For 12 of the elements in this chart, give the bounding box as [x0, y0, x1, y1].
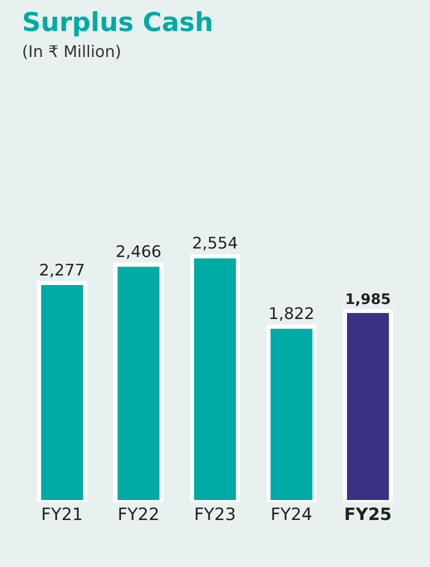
- data-label: 2,277: [39, 260, 85, 280]
- x-tick-label: FY22: [118, 505, 160, 525]
- chart-title: Surplus Cash: [22, 8, 214, 38]
- data-label: 2,466: [116, 242, 162, 262]
- x-tick-label: FY21: [41, 505, 83, 525]
- data-label: 1,985: [345, 292, 391, 308]
- data-label: 2,554: [192, 234, 238, 253]
- x-tick-label: FY23: [194, 505, 236, 525]
- x-tick-label: FY25: [344, 505, 392, 525]
- chart-subtitle: (In ₹ Million): [22, 42, 122, 61]
- x-tick-label: FY24: [270, 505, 312, 525]
- data-label: 1,822: [268, 304, 314, 324]
